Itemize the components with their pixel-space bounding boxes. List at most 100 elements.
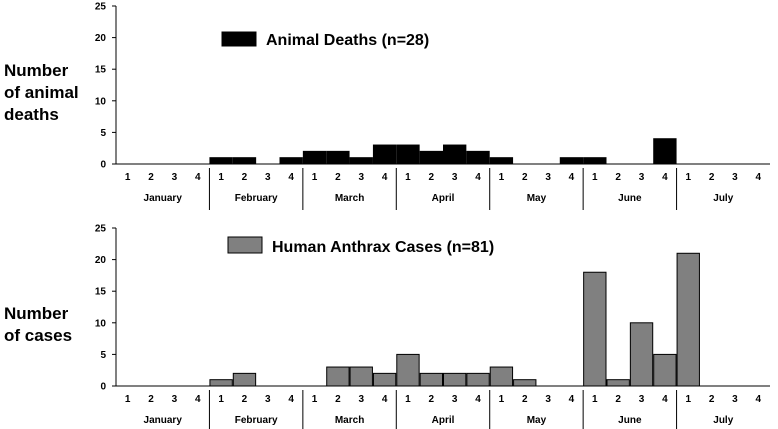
x-tick-label: 4: [662, 172, 668, 183]
bar: [676, 252, 700, 387]
x-tick-label: 1: [405, 394, 411, 405]
month-label: February: [235, 193, 278, 204]
month-label: March: [335, 415, 364, 426]
y-tick-label: 10: [95, 96, 107, 107]
bar: [279, 157, 303, 165]
y-tick-label: 0: [100, 160, 106, 171]
bar: [232, 157, 257, 165]
x-tick-label: 3: [639, 172, 645, 183]
bar: [396, 353, 420, 387]
bar: [653, 138, 677, 165]
bar: [326, 150, 350, 165]
bottom-y-axis-title: Number of cases: [4, 303, 72, 347]
legend-label: Human Anthrax Cases (n=81): [272, 239, 494, 256]
animal-deaths-chart: 0 5 10 15 20 25 1 2 3 4 1 2 3 4 1 2 3 4 1 2 3 4 1 2 3 4 1 2 3 4 1 2 3 4 Ja…: [95, 2, 770, 210]
bar: [629, 322, 654, 387]
bar: [349, 366, 373, 387]
month-label: February: [235, 415, 278, 426]
x-tick-label: 3: [265, 172, 271, 183]
x-tick-label: 3: [358, 172, 364, 183]
x-tick-label: 3: [545, 172, 551, 183]
x-tick-label: 1: [125, 172, 131, 183]
bar: [396, 144, 420, 165]
x-tick-label: 1: [499, 172, 505, 183]
x-tick-label: 3: [452, 394, 458, 405]
bar: [326, 366, 350, 387]
y-tick-label: 0: [100, 382, 106, 393]
x-tick-label: 2: [429, 394, 435, 405]
bar: [372, 372, 397, 387]
bar: [443, 372, 467, 387]
y-tick-label: 15: [95, 65, 107, 76]
month-label: June: [618, 193, 642, 204]
x-tick-label: 3: [172, 172, 178, 183]
x-tick-label: 3: [452, 172, 458, 183]
bar: [583, 157, 607, 165]
y-tick-label: 5: [100, 350, 106, 361]
x-tick-label: 1: [499, 394, 505, 405]
month-label: March: [335, 193, 364, 204]
bar: [209, 379, 233, 387]
legend-swatch: [221, 31, 257, 47]
x-tick-label: 2: [148, 172, 154, 183]
bottom-y-axis-title-line: of cases: [4, 326, 73, 345]
bar: [513, 379, 537, 387]
x-tick-label: 4: [288, 394, 294, 405]
x-tick-label: 4: [569, 394, 575, 405]
month-label: July: [713, 193, 733, 204]
legend-label: Animal Deaths (n=28): [266, 32, 429, 49]
top-y-axis-title-line: of animal: [4, 83, 79, 102]
bar: [232, 372, 257, 387]
bar: [606, 379, 630, 387]
bar: [466, 150, 490, 165]
top-y-axis-title-line: Number: [4, 61, 69, 80]
bar: [372, 144, 397, 165]
x-tick-label: 1: [312, 394, 318, 405]
bar: [443, 144, 467, 165]
x-tick-label: 1: [685, 394, 691, 405]
x-tick-label: 3: [639, 394, 645, 405]
bar: [466, 372, 490, 387]
x-tick-label: 3: [358, 394, 364, 405]
bar: [559, 157, 584, 165]
x-tick-label: 2: [335, 172, 341, 183]
x-tick-label: 1: [685, 172, 691, 183]
y-tick-label: 15: [95, 287, 107, 298]
x-tick-label: 1: [125, 394, 131, 405]
month-label: June: [618, 415, 642, 426]
x-tick-label: 2: [335, 394, 341, 405]
month-label: January: [144, 415, 183, 426]
x-tick-label: 4: [382, 172, 388, 183]
legend-swatch: [227, 236, 263, 254]
x-tick-label: 3: [545, 394, 551, 405]
x-tick-label: 1: [312, 172, 318, 183]
bar: [653, 353, 677, 387]
x-tick-label: 3: [265, 394, 271, 405]
x-tick-label: 2: [148, 394, 154, 405]
bar: [489, 366, 514, 387]
y-tick-label: 25: [95, 224, 107, 235]
x-tick-label: 2: [242, 394, 248, 405]
x-tick-label: 1: [405, 172, 411, 183]
y-tick-label: 5: [100, 128, 106, 139]
bar: [583, 271, 607, 387]
x-tick-label: 4: [195, 394, 201, 405]
bar: [209, 157, 233, 165]
bar: [349, 157, 373, 165]
x-tick-label: 4: [288, 172, 294, 183]
x-tick-label: 1: [592, 394, 598, 405]
x-tick-label: 4: [475, 172, 481, 183]
x-tick-label: 1: [592, 172, 598, 183]
top-y-axis-title: Number of animal deaths: [4, 60, 79, 126]
x-tick-label: 4: [756, 394, 762, 405]
month-label: April: [432, 193, 455, 204]
month-label: May: [527, 415, 547, 426]
x-tick-label: 4: [756, 172, 762, 183]
x-tick-label: 2: [709, 172, 715, 183]
x-tick-label: 1: [218, 394, 224, 405]
x-tick-label: 1: [218, 172, 224, 183]
month-label: April: [432, 415, 455, 426]
x-tick-label: 4: [662, 394, 668, 405]
y-tick-label: 20: [95, 33, 107, 44]
